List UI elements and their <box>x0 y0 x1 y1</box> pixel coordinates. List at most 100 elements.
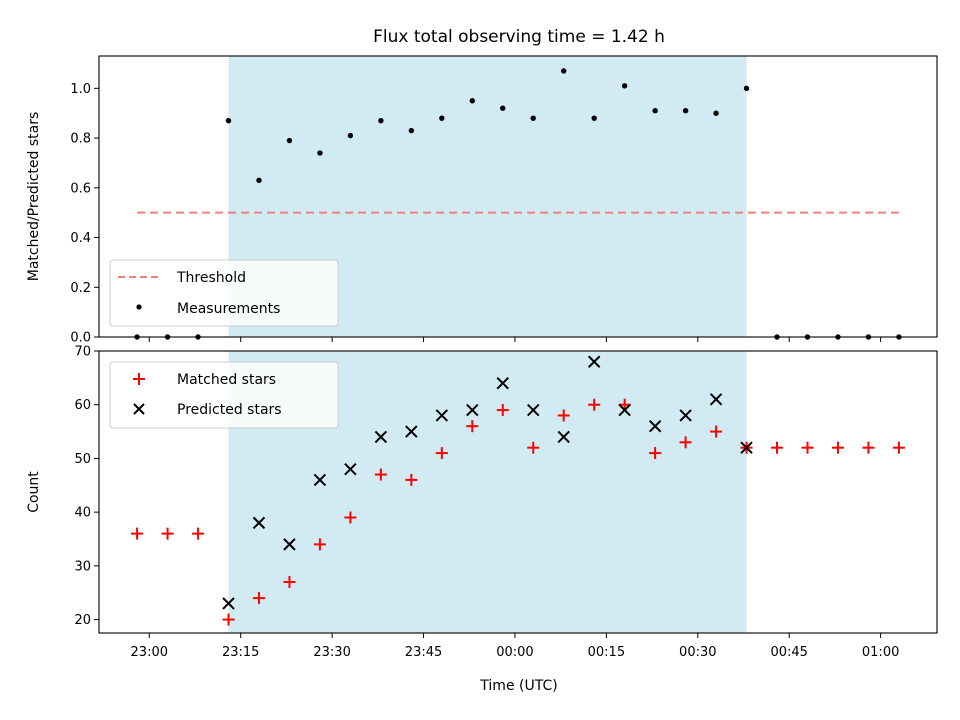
matched-star-point <box>679 436 692 449</box>
matched-star-point <box>496 404 509 417</box>
predicted-star-point <box>466 403 479 417</box>
predicted-star-point <box>222 597 235 610</box>
predicted-star-point <box>496 377 509 390</box>
predicted-star-point <box>252 516 266 530</box>
bottom-marks <box>131 355 905 626</box>
matched-star-point <box>557 409 570 422</box>
measurement-point <box>743 85 750 92</box>
measurement-point <box>500 105 506 111</box>
matched-star-point <box>649 447 662 460</box>
top-ytick-label: 1.0 <box>70 82 91 97</box>
xtick-label: 23:15 <box>222 645 259 660</box>
top-panel: 0.0 0.2 0.4 0.6 0.8 1.0 Matched/Predicted sta… <box>26 55 938 346</box>
top-ytick-label: 0.0 <box>70 331 91 346</box>
bottom-y-axis-label: Count <box>26 471 42 513</box>
measurement-point <box>378 117 384 124</box>
measurement-point <box>439 115 445 121</box>
bottom-ytick-label: 30 <box>74 559 91 574</box>
xtick-label: 23:30 <box>313 645 350 660</box>
predicted-star-point <box>313 473 327 487</box>
predicted-star-point <box>557 430 570 444</box>
top-y-axis-label: Matched/Predicted stars <box>26 112 42 282</box>
measurement-point <box>408 127 415 134</box>
xtick-label: 23:00 <box>131 645 168 660</box>
legend-measurements-label: Measurements <box>177 301 280 317</box>
matched-star-point <box>892 441 905 454</box>
matched-star-point <box>283 575 296 588</box>
predicted-star-point <box>679 409 692 422</box>
xtick-label: 23:45 <box>405 645 442 660</box>
x-axis-label: Time (UTC) <box>479 678 557 694</box>
bottom-legend-box <box>109 361 339 429</box>
matched-star-point <box>192 527 205 540</box>
measurement-point <box>286 137 293 144</box>
measurement-point <box>347 132 354 139</box>
xtick-label: 00:15 <box>588 645 625 660</box>
top-legend: Threshold Measurements <box>109 259 339 327</box>
matched-star-point <box>466 420 479 433</box>
matched-star-point <box>131 527 144 540</box>
legend-matched-label: Matched stars <box>177 372 276 388</box>
bottom-ytick-label: 60 <box>74 398 91 413</box>
top-ytick-label: 0.6 <box>70 181 91 196</box>
chart-title: Flux total observing time = 1.42 h <box>373 27 665 47</box>
measurement-point <box>682 108 689 114</box>
xtick-label: 00:30 <box>679 645 716 660</box>
matched-star-point <box>527 441 540 454</box>
matched-star-point <box>405 473 418 486</box>
predicted-star-point <box>374 430 388 444</box>
xtick-label: 00:00 <box>496 645 533 660</box>
predicted-star-point <box>618 403 631 417</box>
matched-star-point <box>710 425 723 438</box>
matched-star-point <box>344 511 357 524</box>
bottom-ytick-label: 50 <box>74 452 91 467</box>
measurement-point <box>256 177 262 184</box>
xtick-label: 01:00 <box>862 645 899 660</box>
measurement-point <box>317 150 323 156</box>
predicted-star-point <box>527 403 540 417</box>
measurement-point <box>652 108 658 114</box>
matched-star-point <box>801 441 814 454</box>
matched-star-point <box>252 592 265 605</box>
predicted-star-point <box>405 425 418 438</box>
predicted-star-point <box>435 409 449 422</box>
matched-star-point <box>222 613 235 626</box>
top-ytick-label: 0.8 <box>70 132 91 147</box>
predicted-star-point <box>344 462 357 476</box>
top-ytick-label: 0.2 <box>70 281 91 296</box>
xtick-label: 00:45 <box>770 645 807 660</box>
bottom-axes-frame <box>98 350 938 634</box>
measurement-point <box>621 83 628 89</box>
predicted-star-point <box>709 393 723 406</box>
measurement-point <box>713 110 719 116</box>
matched-star-point <box>588 398 601 411</box>
bottom-x-ticks: 23:00 23:15 23:30 23:45 00:00 00:15 00:30 00:45… <box>131 633 899 660</box>
matched-star-point <box>313 538 326 551</box>
bottom-panel: 20 30 40 50 60 70 23:00 23:15 23:30 23:45 00:00 00… <box>26 345 938 694</box>
predicted-star-point <box>283 538 296 551</box>
matched-star-point <box>435 447 448 460</box>
legend-matched-swatch <box>133 373 145 385</box>
matched-star-point <box>374 468 387 481</box>
matched-star-point <box>862 441 875 454</box>
top-y-ticks: 0.0 0.2 0.4 0.6 0.8 1.0 <box>70 82 99 346</box>
measurement-point <box>591 115 597 121</box>
bottom-y-ticks: 20 30 40 50 60 70 <box>74 345 99 628</box>
top-x-ticks <box>148 337 882 342</box>
top-axes-frame <box>98 55 938 338</box>
top-legend-box <box>109 259 339 327</box>
measurement-point <box>225 117 232 124</box>
legend-threshold-label: Threshold <box>176 270 246 286</box>
legend-predicted-label: Predicted stars <box>177 402 282 418</box>
bottom-legend: Matched stars Predicted stars <box>109 361 339 429</box>
legend-predicted-swatch <box>133 403 145 415</box>
measurement-point <box>530 115 536 121</box>
predicted-star-point <box>740 441 753 454</box>
measurement-point <box>469 98 475 104</box>
predicted-star-point <box>648 419 662 433</box>
top-ytick-label: 0.4 <box>70 231 91 246</box>
bottom-ytick-label: 20 <box>74 613 91 628</box>
bottom-ytick-label: 70 <box>74 345 91 360</box>
predicted-star-point <box>587 355 601 368</box>
